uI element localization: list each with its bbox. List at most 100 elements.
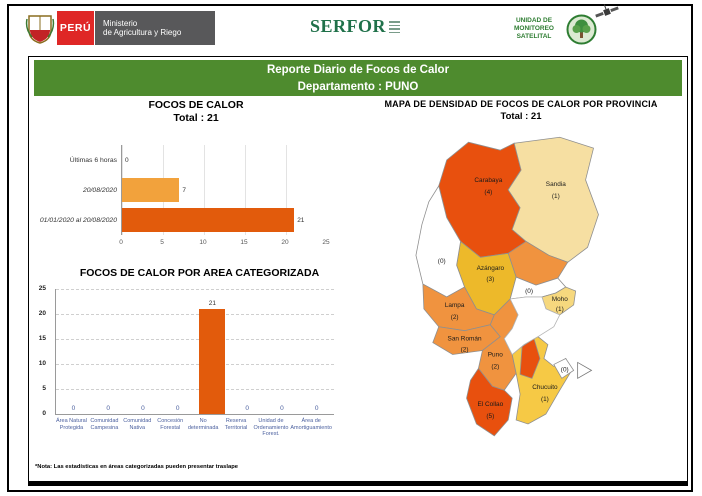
peru-label: PERÚ xyxy=(57,11,94,45)
count-yunguyo: (0) xyxy=(561,366,569,373)
chart2-gridline xyxy=(56,364,334,365)
chart2-column: 0 xyxy=(230,289,265,414)
chart2-y-tick: 15 xyxy=(38,335,46,342)
serfor-lines-icon xyxy=(389,21,401,33)
chart1-x-tick: 5 xyxy=(160,239,164,246)
report-body: Reporte Diario de Focos de Calor Departa… xyxy=(28,56,688,486)
province-el-collao xyxy=(466,367,513,437)
chart1-title: FOCOS DE CALOR Total : 21 xyxy=(81,99,311,125)
chart1-category-label: Últimas 6 horas xyxy=(69,156,117,164)
chart2-value-label: 0 xyxy=(71,405,76,412)
label-san-roman: San Román xyxy=(448,336,482,343)
chart1-total-label: Total : 21 xyxy=(173,112,219,124)
chart2-y-tick: 25 xyxy=(38,285,46,292)
chart1-bar-row: 21 xyxy=(122,205,327,235)
chart2-y-tick: 0 xyxy=(42,410,46,417)
serfor-logo: SERFOR xyxy=(310,16,401,36)
chart2-category-label: Reserva Territorial xyxy=(224,418,248,431)
label-sandia: Sandia xyxy=(546,181,566,188)
chart2-title: FOCOS DE CALOR POR AREA CATEGORIZADA xyxy=(79,267,320,279)
unit-line3: SATELITAL xyxy=(516,33,552,40)
map-title-text: MAPA DE DENSIDAD DE FOCOS DE CALOR POR P… xyxy=(384,99,658,109)
chart2-category-axis: Área Natural Protegida Comunidad Campesin… xyxy=(55,418,333,438)
label-moho: Moho xyxy=(552,296,569,303)
count-lampa: (2) xyxy=(451,314,459,321)
chart2-value-label: 21 xyxy=(208,300,216,307)
map-title: MAPA DE DENSIDAD DE FOCOS DE CALOR POR P… xyxy=(357,99,685,122)
monitoring-unit-label: UNIDAD DE MONITOREO SATELITAL xyxy=(505,17,563,41)
chart1-bar-row: 7 xyxy=(122,175,327,205)
ministry-label: Ministerio de Agricultura y Riego xyxy=(95,11,215,45)
count-puno: (2) xyxy=(491,363,499,370)
satellite-icon xyxy=(595,4,619,18)
chart1-value-label: 7 xyxy=(182,186,187,194)
label-el-collao: El Collao xyxy=(477,401,503,408)
chart1-category-axis: Últimas 6 horas 20/08/2020 01/01/2020 al 2… xyxy=(29,145,117,235)
unit-line1: UNIDAD DE xyxy=(515,17,553,24)
chart1-category-label: 20/08/2020 xyxy=(82,186,117,194)
chart2-y-tick: 5 xyxy=(42,385,46,392)
footnote: *Nota: Las estadísticas en áreas categor… xyxy=(35,464,238,470)
chart2-category-label: Área Natural Protegida xyxy=(56,418,87,431)
chart2-category-label: Unidad de Ordenamiento Forest. xyxy=(253,418,289,437)
chart2-category-label: Comunidad Campesina xyxy=(90,418,119,431)
chart2-gridline xyxy=(56,339,334,340)
count-sandia: (1) xyxy=(552,193,560,200)
count-moho: (1) xyxy=(556,306,564,313)
chart2-column: 0 xyxy=(56,289,91,414)
province-chucuito xyxy=(511,336,573,425)
chart2-value-label: 0 xyxy=(245,405,249,412)
map-total-label: Total : 21 xyxy=(500,111,542,122)
chart2-column: 0 xyxy=(91,289,126,414)
chart1-title-text: FOCOS DE CALOR xyxy=(148,99,244,111)
ministry-line1: Ministerio xyxy=(103,18,138,28)
label-lampa: Lampa xyxy=(445,302,465,309)
chart1-plot-area: 0 7 21 xyxy=(121,145,327,235)
label-carabaya: Carabaya xyxy=(474,177,502,184)
serfor-label: SERFOR xyxy=(310,16,387,36)
chart2-value-label: 0 xyxy=(175,405,180,412)
chart2-y-axis-ticks: 0 5 10 15 20 25 xyxy=(31,285,49,417)
chart2-column: 0 xyxy=(126,289,161,414)
chart2-column: 0 xyxy=(265,289,300,414)
chart2-bars: 0 0 0 0 21 0 0 0 xyxy=(56,289,334,414)
ministry-line2: de Agricultura y Riego xyxy=(103,28,182,37)
report-title-bar: Reporte Diario de Focos de Calor Departa… xyxy=(34,60,682,96)
count-el-collao: (5) xyxy=(486,413,494,420)
chart2-category-label: Área de Amortiguamiento xyxy=(290,418,332,431)
chart2-value-label: 0 xyxy=(280,405,284,412)
chart2-gridline xyxy=(56,314,334,315)
report-title-line1: Reporte Diario de Focos de Calor xyxy=(266,64,450,76)
count-huancane: (0) xyxy=(525,288,533,295)
chart2-value-label: 0 xyxy=(314,405,319,412)
chart2-column: 0 xyxy=(299,289,334,414)
label-puno: Puno xyxy=(488,351,503,358)
chart1-value-label: 0 xyxy=(125,156,129,164)
chart2-column: 21 xyxy=(195,289,230,414)
chart1-x-tick: 20 xyxy=(281,239,289,246)
page-border xyxy=(7,4,693,492)
chart2-category-label: Concesión Forestal xyxy=(157,418,184,431)
chart2-gridline xyxy=(56,289,334,290)
count-melgar: (0) xyxy=(438,258,446,265)
unit-line2: MONITOREO xyxy=(514,25,554,32)
count-chucuito: (1) xyxy=(541,396,549,403)
chart2-y-tick: 20 xyxy=(38,310,46,317)
province-yunguyo xyxy=(553,357,575,379)
chart2-value-label: 0 xyxy=(141,405,145,412)
chart1-x-tick: 10 xyxy=(199,239,207,246)
tree-logo-icon xyxy=(566,14,597,45)
chart1-x-tick: 15 xyxy=(240,239,248,246)
label-azangaro: Azángaro xyxy=(477,265,505,272)
chart2-category-label: Comunidad Nativa xyxy=(123,418,152,431)
lake-titicaca xyxy=(503,296,561,356)
chart2-gridline xyxy=(56,389,334,390)
province-density-map: Carabaya (4) Sandia (1) Azángaro (3) (0)… xyxy=(415,136,599,437)
chart1-x-tick: 0 xyxy=(119,239,123,246)
report-title-line2: Departamento : PUNO xyxy=(297,80,419,93)
chart1-bar-row: 0 xyxy=(122,145,327,175)
chart2-category-label: No determinada xyxy=(187,418,219,431)
count-carabaya: (4) xyxy=(484,189,492,196)
chart2-bar xyxy=(199,309,226,414)
